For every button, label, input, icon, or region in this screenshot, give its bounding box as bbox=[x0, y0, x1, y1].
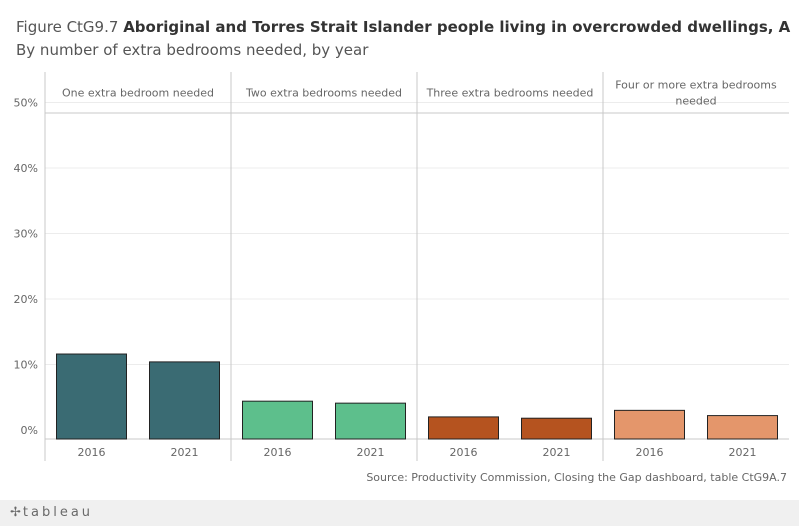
panel-label: Four or more extra bedrooms bbox=[615, 79, 777, 92]
x-tick-label: 2016 bbox=[636, 446, 664, 459]
bar bbox=[614, 409, 685, 440]
chart-subtitle: By number of extra bedrooms needed, by y… bbox=[16, 41, 369, 59]
source-note: Source: Productivity Commission, Closing… bbox=[366, 471, 787, 484]
tableau-logo-text: tableau bbox=[22, 505, 94, 520]
bar-chart: 0% 10% 20% 30% 40% 50% One extra bedroom neede… bbox=[14, 72, 789, 461]
title-prefix: Figure CtG9.7 bbox=[16, 18, 119, 36]
x-tick-label: 2016 bbox=[78, 446, 106, 459]
bar bbox=[428, 416, 499, 440]
tableau-logo-icon: ✢ bbox=[10, 505, 21, 520]
bar bbox=[242, 400, 313, 440]
title-block: Figure CtG9.7 Aboriginal and Torres Stra… bbox=[16, 18, 791, 59]
bar bbox=[335, 402, 406, 440]
y-tick-label: 20% bbox=[14, 293, 38, 306]
panel-label: Two extra bedrooms needed bbox=[245, 87, 402, 100]
y-tick-label: 10% bbox=[14, 359, 38, 372]
y-tick-label: 0% bbox=[21, 424, 38, 437]
panel-label: needed bbox=[675, 95, 716, 108]
chart-title: Figure CtG9.7 Aboriginal and Torres Stra… bbox=[16, 18, 791, 36]
x-tick-label: 2021 bbox=[729, 446, 757, 459]
x-tick-label: 2016 bbox=[450, 446, 478, 459]
x-tick-label: 2021 bbox=[543, 446, 571, 459]
y-tick-label: 30% bbox=[14, 228, 38, 241]
bar bbox=[149, 361, 220, 440]
y-tick-label: 40% bbox=[14, 162, 38, 175]
bar bbox=[521, 417, 592, 440]
panel-label: Three extra bedrooms needed bbox=[426, 87, 594, 100]
x-tick-label: 2021 bbox=[171, 446, 199, 459]
bar bbox=[707, 415, 778, 440]
title-main: Aboriginal and Torres Strait Islander pe… bbox=[123, 18, 791, 36]
x-tick-label: 2021 bbox=[357, 446, 385, 459]
tableau-logo[interactable]: ✢ tableau bbox=[10, 505, 93, 520]
bar bbox=[56, 353, 127, 440]
x-tick-label: 2016 bbox=[264, 446, 292, 459]
footer-bar: ✢ tableau bbox=[0, 500, 799, 526]
panel-label: One extra bedroom needed bbox=[62, 87, 214, 100]
y-tick-label: 50% bbox=[14, 97, 38, 110]
